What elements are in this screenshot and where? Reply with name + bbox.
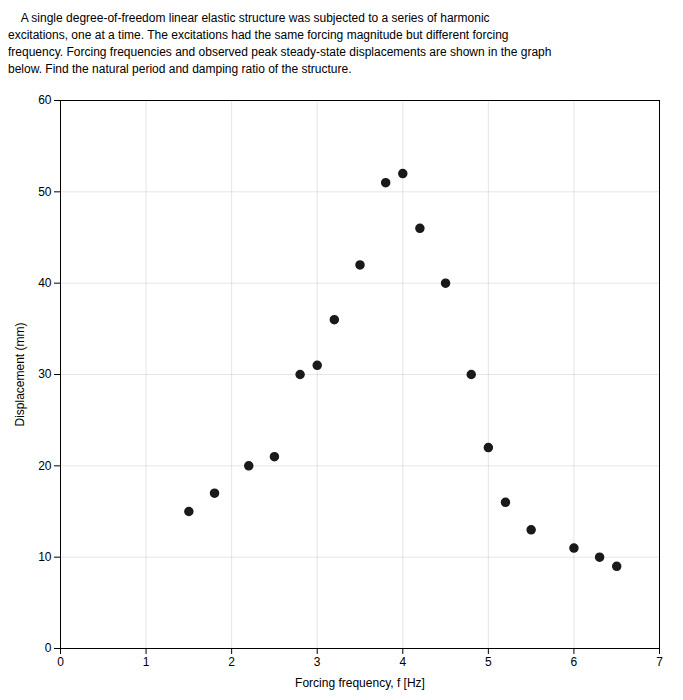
svg-text:30: 30 <box>38 367 52 381</box>
svg-text:1: 1 <box>143 655 150 669</box>
svg-text:7: 7 <box>656 655 663 669</box>
svg-text:6: 6 <box>571 655 578 669</box>
html-text:excitations, one at a time. Th: excitations, one at a time. The excitati… <box>8 28 509 42</box>
html-text:frequency. Forcing frequencies: frequency. Forcing frequencies and obser… <box>8 45 552 59</box>
svg-text:0: 0 <box>57 655 64 669</box>
svg-text:40: 40 <box>38 276 52 290</box>
svg-text:5: 5 <box>485 655 492 669</box>
html-text:below. Find the natural period: below. Find the natural period and dampi… <box>8 62 352 76</box>
svg-text:10: 10 <box>38 550 52 564</box>
svg-text:20: 20 <box>38 459 52 473</box>
svg-text:50: 50 <box>38 185 52 199</box>
svg-text:60: 60 <box>38 93 52 107</box>
svg-text:Displacement (mm): Displacement (mm) <box>13 322 27 426</box>
html-text:A single degree-of-freedom lin: A single degree-of-freedom linear elasti… <box>8 11 490 25</box>
svg-text:Forcing frequency, f [Hz]: Forcing frequency, f [Hz] <box>295 676 425 690</box>
svg-text:0: 0 <box>45 641 52 655</box>
svg-text:4: 4 <box>399 655 406 669</box>
svg-text:2: 2 <box>228 655 235 669</box>
svg-text:3: 3 <box>314 655 321 669</box>
